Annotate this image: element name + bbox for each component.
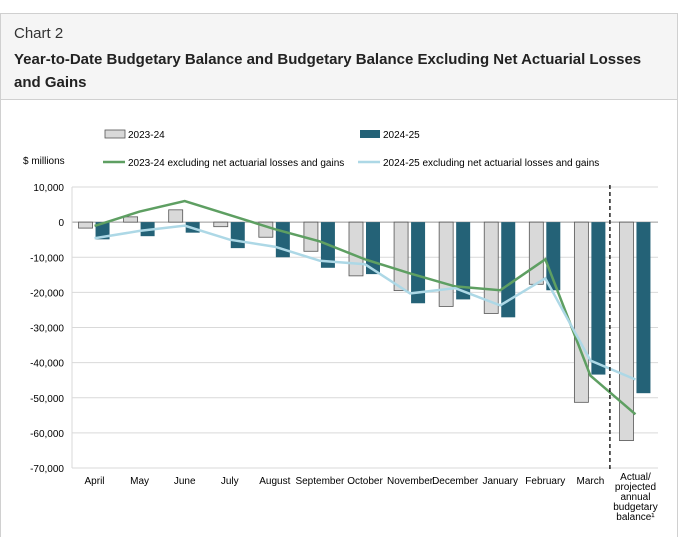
- x-tick-label: June: [174, 476, 196, 487]
- x-tick-label: December: [432, 476, 479, 487]
- y-tick-label: -20,000: [30, 288, 64, 299]
- x-tick-label-annual: annual: [620, 492, 650, 503]
- bar-2023-24: [393, 221, 409, 292]
- chart-title: Year-to-Date Budgetary Balance and Budge…: [14, 51, 642, 91]
- x-tick-label: July: [221, 476, 239, 487]
- legend-label: 2023-24: [128, 130, 165, 141]
- x-tick-label: March: [576, 476, 604, 487]
- legend-label: 2024-25 excluding net actuarial losses a…: [383, 158, 599, 169]
- bar-2023-24: [438, 221, 454, 307]
- bar-2023-24: [619, 221, 634, 442]
- y-tick-label: -50,000: [30, 394, 64, 405]
- legend-swatch: [360, 130, 380, 138]
- bar-2023-24: [573, 221, 589, 403]
- y-tick-label: -10,000: [30, 253, 64, 264]
- legend: 2023-24 2024-25 2023-24 excluding net actu…: [103, 129, 599, 169]
- y-tick-label: -70,000: [30, 464, 64, 475]
- x-tick-label-annual: projected: [615, 482, 656, 493]
- y-tick-label: 0: [58, 218, 64, 229]
- x-tick-label-annual: Actual/: [620, 472, 651, 483]
- x-tick-label: January: [482, 476, 518, 487]
- x-tick-label: September: [295, 476, 345, 487]
- bar-2024-25: [411, 222, 426, 304]
- bar-2024-25: [230, 222, 245, 249]
- legend-swatch: [104, 129, 126, 139]
- bar-2023-24: [213, 221, 229, 228]
- x-tick-label: August: [259, 476, 290, 487]
- bar-2024-25: [501, 222, 516, 318]
- legend-label: 2024-25: [383, 130, 420, 141]
- line-2024-25 excluding net actuarial losses and gains: [94, 224, 636, 381]
- x-tick-label: May: [130, 476, 149, 487]
- chart-header: Chart 2 Year-to-Date Budgetary Balance a…: [0, 13, 678, 100]
- x-tick-label-annual: budgetary: [613, 502, 657, 513]
- bar-2024-25: [636, 222, 651, 394]
- bar-2024-25: [591, 222, 606, 375]
- bar-2024-25: [95, 222, 110, 240]
- bar-2023-24: [528, 221, 544, 285]
- legend-label: 2023-24 excluding net actuarial losses a…: [128, 158, 344, 169]
- y-axis-label: $ millions: [23, 156, 65, 167]
- y-tick-label: 10,000: [33, 183, 64, 194]
- chart-number: Chart 2: [14, 25, 64, 42]
- bar-2023-24: [348, 221, 364, 277]
- x-tick-label: February: [525, 476, 565, 487]
- y-tick-label: -30,000: [30, 324, 64, 335]
- y-tick-label: -40,000: [30, 359, 64, 370]
- x-tick-label-annual: balance¹: [616, 512, 655, 523]
- line-2023-24 excluding net actuarial losses and gains: [94, 199, 637, 416]
- bar-2023-24: [123, 216, 139, 223]
- x-tick-label: October: [347, 476, 383, 487]
- bar-2023-24: [168, 209, 184, 223]
- bar-2024-25: [456, 222, 471, 300]
- x-tick-label: November: [387, 476, 434, 487]
- y-tick-label: -60,000: [30, 429, 64, 440]
- x-tick-label: April: [85, 476, 105, 487]
- bar-2023-24: [78, 221, 93, 229]
